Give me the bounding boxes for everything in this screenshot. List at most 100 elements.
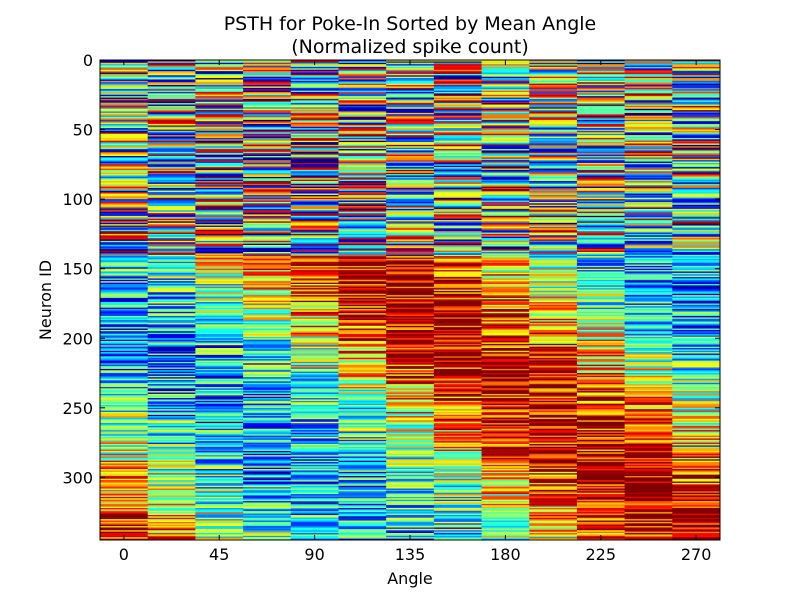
heatmap-cell: [243, 477, 292, 480]
heatmap-cell: [100, 75, 149, 78]
heatmap-cell: [195, 350, 244, 353]
heatmap-cell: [529, 111, 578, 114]
heatmap-cell: [624, 477, 673, 480]
heatmap-cell: [576, 201, 626, 204]
heatmap-cell: [624, 409, 673, 411]
heatmap-cell: [576, 240, 626, 243]
heatmap-cell: [481, 406, 530, 409]
heatmap-cell: [100, 281, 149, 283]
heatmap-cell: [481, 342, 530, 345]
heatmap-cell: [576, 86, 626, 89]
heatmap-cell: [195, 324, 244, 327]
heatmap-cell: [576, 140, 626, 143]
heatmap-cell: [576, 427, 626, 430]
heatmap-cell: [529, 277, 578, 279]
heatmap-cell: [290, 292, 339, 295]
heatmap-cell: [481, 66, 530, 69]
heatmap-cell: [433, 206, 482, 208]
heatmap-cell: [290, 107, 339, 110]
heatmap-cell: [147, 302, 196, 304]
heatmap-cell: [576, 80, 626, 83]
heatmap-cell: [672, 413, 721, 416]
heatmap-cell: [100, 289, 149, 292]
heatmap-cell: [100, 385, 149, 388]
heatmap-cell: [481, 470, 530, 473]
heatmap-cell: [672, 403, 721, 406]
heatmap-cell: [576, 307, 626, 310]
heatmap-cell: [624, 86, 673, 89]
heatmap-cell: [386, 528, 435, 531]
heatmap-cell: [290, 335, 339, 338]
heatmap-cell: [100, 217, 149, 219]
heatmap-cell: [624, 160, 673, 162]
heatmap-cell: [195, 189, 244, 192]
y-tick-label: 300: [62, 468, 93, 487]
heatmap-cell: [243, 502, 292, 505]
heatmap-cell: [433, 430, 482, 432]
heatmap-cell: [243, 150, 292, 153]
heatmap-cell: [338, 149, 387, 151]
heatmap-cell: [672, 327, 721, 329]
heatmap-cell: [386, 467, 435, 470]
heatmap-cell: [100, 196, 149, 199]
heatmap-cell: [624, 334, 673, 336]
heatmap-cell: [624, 275, 673, 278]
heatmap-cell: [433, 107, 482, 110]
heatmap-cell: [624, 181, 673, 183]
heatmap-cell: [433, 267, 482, 270]
heatmap-cell: [195, 97, 244, 100]
chart-subtitle: (Normalized spike count): [291, 36, 529, 58]
heatmap-cell: [243, 420, 292, 423]
heatmap-cell: [672, 322, 721, 325]
heatmap-cell: [672, 332, 721, 335]
heatmap-cell: [433, 85, 482, 87]
heatmap-cell: [100, 125, 149, 128]
heatmap-cell: [433, 73, 482, 76]
heatmap-cell: [243, 303, 292, 306]
heatmap-cell: [529, 93, 578, 96]
heatmap-cell: [338, 263, 387, 265]
heatmap-cell: [433, 281, 482, 283]
heatmap-cell: [672, 398, 721, 400]
heatmap-cell: [529, 481, 578, 484]
heatmap-cell: [624, 434, 673, 437]
heatmap-cell: [100, 325, 149, 328]
heatmap-cell: [624, 119, 673, 122]
heatmap-cell: [672, 373, 721, 375]
heatmap-cell: [672, 382, 721, 385]
heatmap-cell: [243, 439, 292, 442]
heatmap-cell: [147, 373, 196, 375]
heatmap-cell: [624, 491, 673, 494]
heatmap-cell: [386, 526, 435, 528]
heatmap-cell: [624, 186, 673, 189]
heatmap-cell: [624, 329, 673, 332]
heatmap-cell: [481, 143, 530, 146]
heatmap-cell: [147, 217, 196, 219]
heatmap-cell: [481, 331, 530, 334]
heatmap-cell: [147, 210, 196, 213]
heatmap-cell: [529, 413, 578, 416]
heatmap-cell: [529, 412, 578, 414]
heatmap-cell: [481, 501, 530, 503]
heatmap-cell: [386, 94, 435, 97]
heatmap-cell: [338, 375, 387, 378]
heatmap-cell: [672, 357, 721, 360]
heatmap-cell: [672, 491, 721, 494]
heatmap-cell: [386, 332, 435, 335]
heatmap-cell: [290, 360, 339, 363]
heatmap-cell: [338, 533, 387, 535]
heatmap-cell: [576, 286, 626, 289]
heatmap-cell: [576, 526, 626, 528]
heatmap-cell: [147, 441, 196, 443]
heatmap-cell: [290, 181, 339, 183]
heatmap-cell: [386, 240, 435, 243]
heatmap-cell: [147, 410, 196, 413]
heatmap-cell: [338, 78, 387, 80]
heatmap-cell: [529, 428, 578, 431]
heatmap-cell: [529, 368, 578, 371]
heatmap-cell: [290, 311, 339, 314]
heatmap-cell: [576, 421, 626, 424]
heatmap-cell: [529, 452, 578, 455]
heatmap-cell: [672, 153, 721, 155]
heatmap-cell: [290, 309, 339, 311]
